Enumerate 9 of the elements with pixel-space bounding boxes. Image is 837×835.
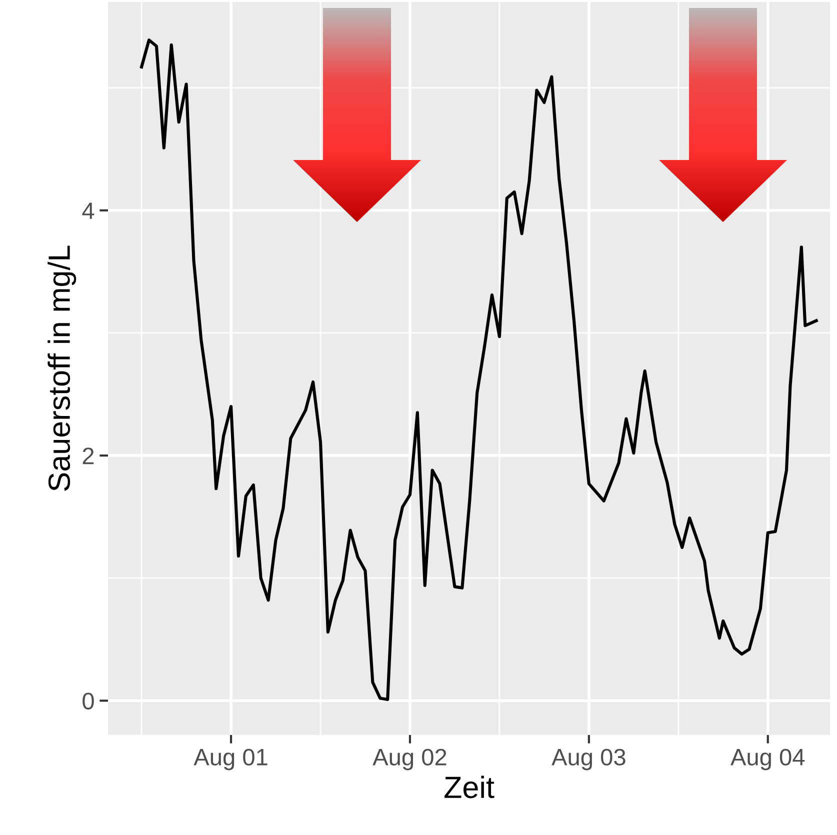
x-tick-label: Aug 03 (552, 748, 626, 770)
x-tick-label: Aug 02 (372, 748, 446, 770)
y-tick-label: 2 (82, 448, 94, 464)
y-tick-label: 4 (82, 202, 94, 219)
x-tick-label: Aug 01 (194, 748, 268, 770)
y-axis-title: Sauerstoff in mg/L (48, 246, 76, 491)
y-tick-label: 0 (82, 692, 94, 710)
x-axis-title: Zeit (444, 776, 494, 798)
x-tick-label: Aug 04 (730, 748, 805, 770)
